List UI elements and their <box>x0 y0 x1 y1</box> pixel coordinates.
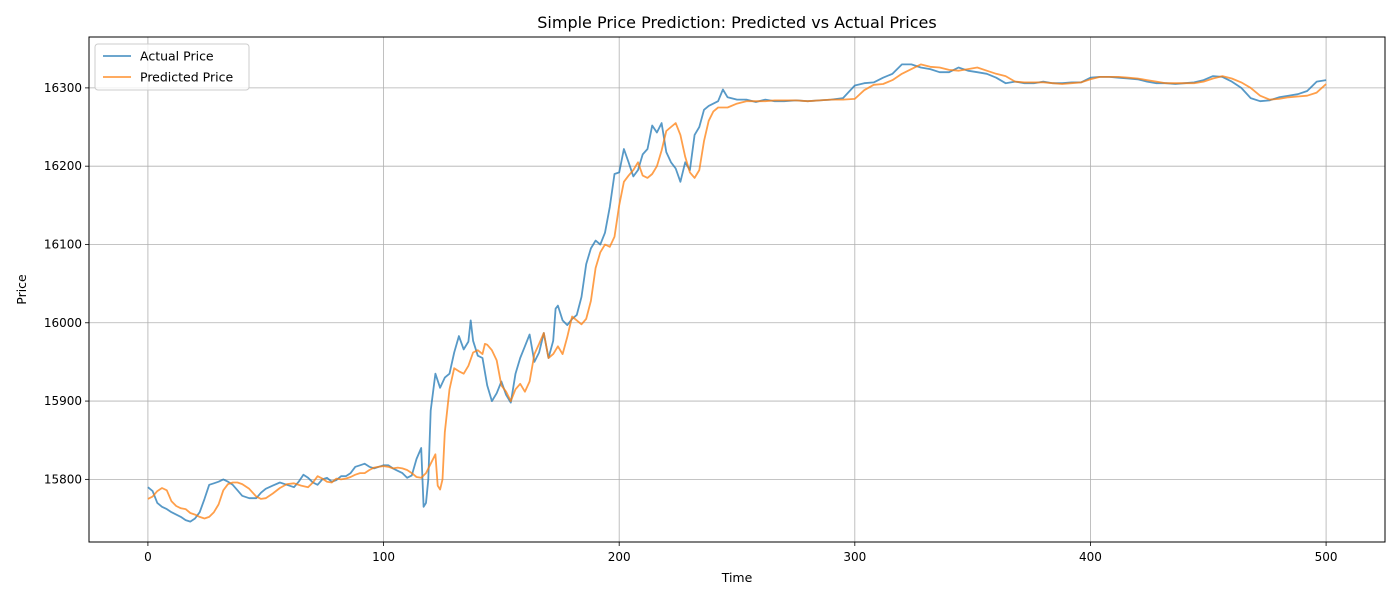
x-tick-label: 0 <box>144 550 152 564</box>
y-tick-label: 16200 <box>44 159 82 173</box>
chart-title: Simple Price Prediction: Predicted vs Ac… <box>537 13 936 32</box>
legend-label-predicted-price: Predicted Price <box>140 70 233 85</box>
x-tick-label: 200 <box>608 550 631 564</box>
plot-area-frame <box>88 36 1386 543</box>
x-tick-label: 500 <box>1315 550 1338 564</box>
x-tick-label: 400 <box>1079 550 1102 564</box>
y-tick-label: 15900 <box>44 394 82 408</box>
x-tick-label: 100 <box>372 550 395 564</box>
y-tick-label: 16100 <box>44 237 82 251</box>
y-axis-title: Price <box>14 274 29 305</box>
series-line-predicted-price <box>147 63 1327 520</box>
axis-ticks: 0 100 200 300 400 500 15800 15900 16000 16100 1620… <box>44 81 1338 564</box>
y-tick-label: 15800 <box>44 472 82 486</box>
legend-label-actual-price: Actual Price <box>140 49 214 64</box>
y-tick-label: 16300 <box>44 81 82 95</box>
grid <box>89 37 1385 542</box>
legend-box <box>94 43 250 91</box>
x-axis-title: Time <box>721 570 753 585</box>
series-lines <box>147 63 1327 523</box>
series-line-actual-price <box>147 63 1327 523</box>
x-tick-label: 300 <box>843 550 866 564</box>
legend: Actual Price Predicted Price <box>94 43 250 91</box>
y-tick-label: 16000 <box>44 316 82 330</box>
